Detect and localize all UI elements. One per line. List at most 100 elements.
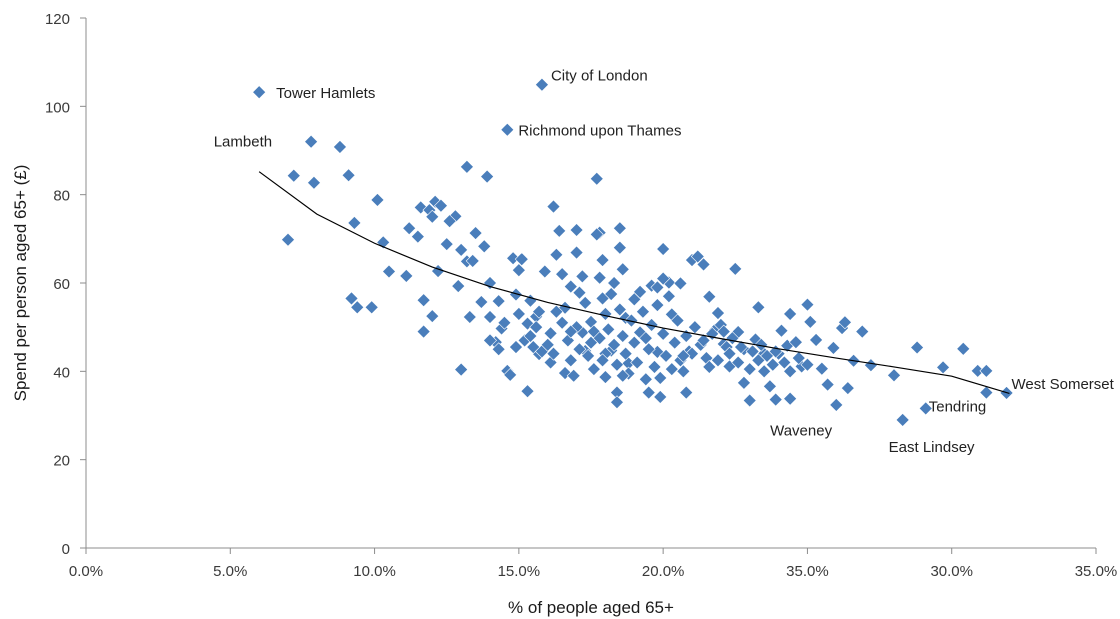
data-point: [413, 200, 428, 215]
data-point: [737, 375, 751, 390]
data-point: [491, 294, 506, 309]
data-point: [918, 401, 933, 416]
data-point: [344, 291, 359, 306]
data-point: [382, 264, 396, 279]
plot-area: [85, 18, 1096, 549]
data-point: [439, 237, 454, 252]
data-point: [711, 306, 725, 320]
data-point: [650, 280, 665, 295]
data-point: [656, 242, 671, 256]
data-point: [734, 340, 748, 354]
data-point: [791, 351, 806, 366]
data-point: [742, 393, 757, 408]
data-point: [607, 337, 622, 352]
data-point: [664, 362, 679, 377]
data-point: [589, 227, 604, 242]
data-point: [595, 353, 610, 368]
data-point: [598, 306, 613, 321]
data-point: [503, 367, 518, 382]
point-label: East Lindsey: [889, 439, 975, 456]
data-point: [633, 284, 647, 299]
data-point: [705, 326, 720, 341]
data-point: [589, 171, 604, 186]
data-point: [641, 342, 656, 357]
data-point: [549, 304, 564, 319]
data-point: [480, 169, 495, 184]
data-point: [347, 216, 362, 230]
data-point: [607, 276, 622, 290]
data-point: [863, 358, 878, 373]
data-point: [546, 346, 561, 361]
data-point: [711, 353, 725, 368]
data-point: [783, 391, 798, 406]
x-tick-label: 10.0%: [353, 563, 396, 580]
data-point: [555, 267, 570, 282]
data-point: [762, 379, 777, 394]
data-point: [800, 357, 815, 372]
data-point: [979, 385, 994, 400]
data-point: [679, 329, 694, 343]
data-point: [630, 355, 645, 370]
data-point: [768, 392, 783, 407]
data-point: [676, 364, 691, 379]
data-point: [612, 221, 627, 236]
point-label: Lambeth: [214, 134, 272, 151]
data-point: [465, 253, 480, 268]
data-point: [514, 252, 529, 267]
data-point: [788, 335, 803, 350]
data-point: [592, 270, 607, 285]
data-point: [765, 357, 780, 372]
point-label: Waveney: [770, 423, 832, 440]
data-point: [364, 300, 379, 315]
point-label: Tendring: [929, 398, 987, 415]
data-point: [537, 264, 552, 279]
data-point: [454, 242, 469, 257]
data-point: [803, 314, 818, 329]
data-point: [673, 276, 688, 291]
data-point: [468, 226, 483, 241]
y-tick-label: 100: [45, 99, 70, 116]
data-point: [656, 326, 671, 341]
data-point: [569, 245, 584, 260]
x-axis-title: % of people aged 65+: [508, 598, 674, 617]
data-point: [425, 209, 440, 224]
data-point: [543, 326, 558, 341]
data-point: [820, 377, 835, 392]
data-point: [442, 214, 457, 229]
data-point: [656, 271, 671, 286]
data-point: [809, 333, 824, 347]
data-point: [659, 348, 673, 363]
data-point: [434, 198, 448, 213]
data-point: [777, 355, 792, 370]
data-point: [696, 333, 711, 348]
data-point: [569, 320, 584, 335]
data-point: [532, 304, 546, 319]
y-tick-label: 60: [53, 276, 70, 293]
y-tick-label: 0: [62, 541, 70, 558]
data-point: [612, 302, 627, 317]
data-point: [578, 295, 593, 310]
data-point: [716, 324, 731, 339]
data-point: [615, 262, 630, 277]
data-point: [696, 257, 711, 272]
data-point: [451, 279, 466, 294]
point-label: Tower Hamlets: [276, 85, 375, 102]
data-point: [523, 329, 538, 343]
point-label: West Somerset: [1012, 376, 1115, 393]
data-point: [431, 264, 445, 278]
data-point: [333, 140, 347, 154]
data-point: [399, 269, 414, 283]
data-point: [647, 359, 662, 374]
x-tick-label: 15.0%: [498, 563, 541, 580]
data-point: [615, 329, 630, 343]
data-point: [511, 263, 526, 278]
y-tick-label: 20: [53, 453, 70, 470]
data-point: [641, 385, 656, 400]
data-point: [618, 346, 633, 361]
data-point: [586, 362, 601, 377]
data-point: [702, 289, 717, 304]
data-point: [895, 412, 910, 427]
x-tick-label: 5.0%: [213, 563, 247, 580]
data-point: [491, 342, 506, 357]
